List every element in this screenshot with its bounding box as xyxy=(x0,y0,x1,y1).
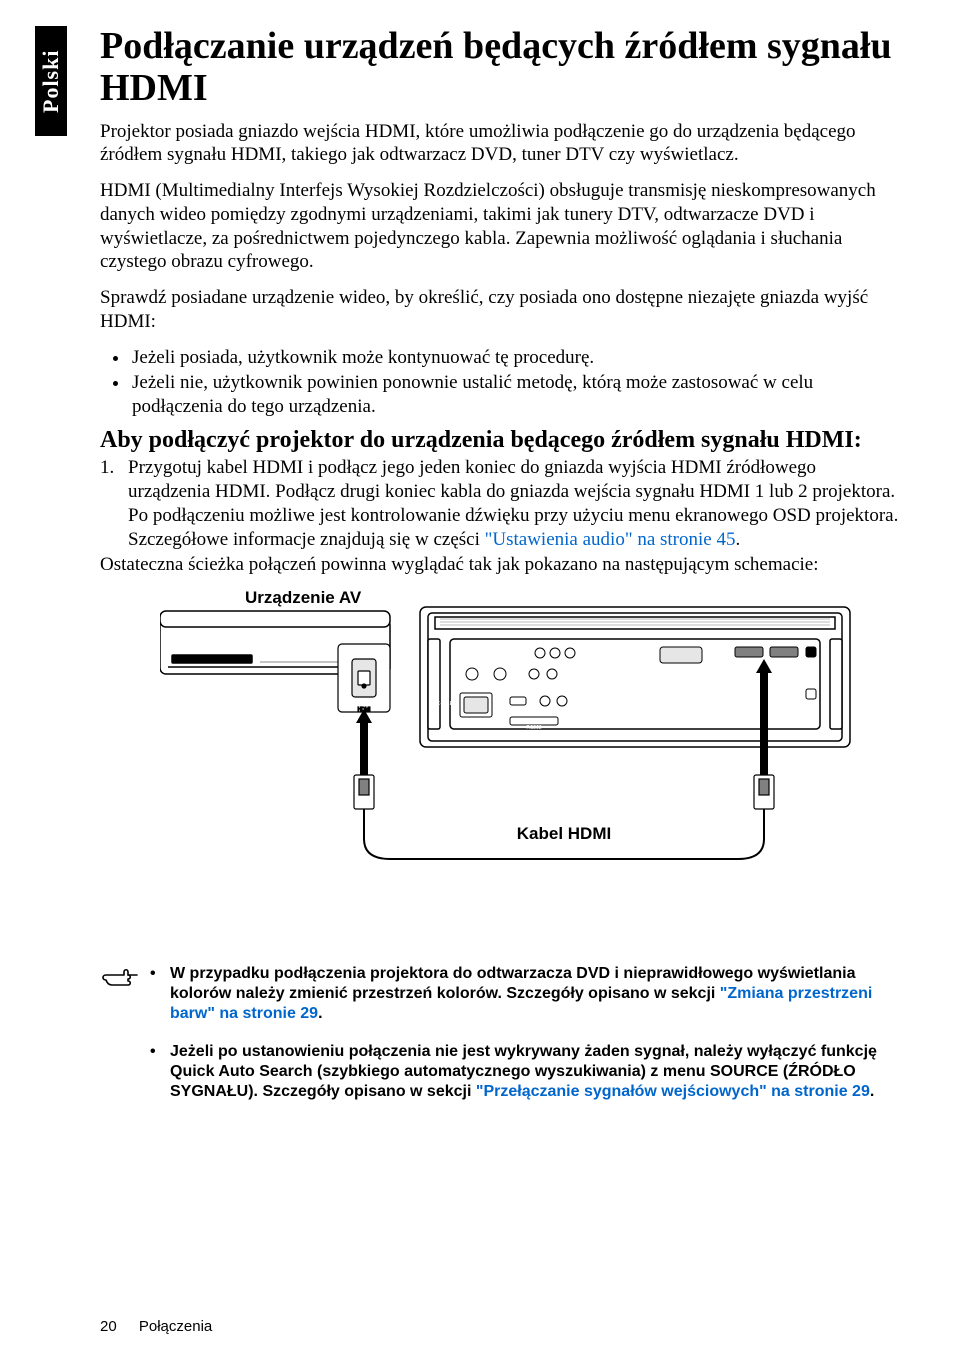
projector-rear-panel-icon: COMPONENT COMPUTER PC HDMI 1 HDMI 2 xyxy=(420,607,850,747)
link-audio-settings[interactable]: "Ustawienia audio" na stronie 45 xyxy=(485,529,736,550)
diagram-svg: Urządzenie AV HDMI xyxy=(160,589,860,899)
hdmi-cable-icon: HDMI HDMI xyxy=(354,775,774,859)
intro-paragraph-3: Sprawdź posiadane urządzenie wideo, by o… xyxy=(100,286,900,334)
port-label-ir: IR xyxy=(809,663,814,669)
port-label-component: COMPONENT xyxy=(539,641,572,647)
port-label-usb: USB xyxy=(513,709,524,715)
port-label-acinlet: AC-INLET xyxy=(433,701,456,707)
port-label-rs232: RS232 xyxy=(526,725,542,731)
heading-connect: Aby podłączyć projektor do urządzenia bę… xyxy=(100,427,900,455)
notes-block: W przypadku podłączenia projektora do od… xyxy=(100,964,900,1120)
intro-paragraph-2: HDMI (Multimedialny Interfejs Wysokiej R… xyxy=(100,179,900,274)
connection-diagram: Urządzenie AV HDMI xyxy=(160,589,860,904)
page: Polski Podłączanie urządzeń będących źró… xyxy=(0,0,960,1361)
schematic-intro: Ostateczna ścieżka połączeń powinna wygl… xyxy=(100,553,900,577)
step-text-b: . xyxy=(735,529,740,550)
page-footer: 20 Połączenia xyxy=(100,1318,212,1335)
step-text: Przygotuj kabel HDMI i podłącz jego jede… xyxy=(128,456,900,551)
note-item: W przypadku podłączenia projektora do od… xyxy=(150,964,900,1024)
port-label-pc: PC xyxy=(678,671,685,677)
note-text-post: . xyxy=(318,1005,322,1022)
link-input-switching[interactable]: "Przełączanie sygnałów wejściowych" na s… xyxy=(476,1083,870,1100)
page-number: 20 xyxy=(100,1318,117,1335)
connector-label-hdmi-right: HDMI xyxy=(758,801,771,807)
port-label-svideo: S-VIDEO xyxy=(462,663,483,669)
label-av-device: Urządzenie AV xyxy=(245,589,362,607)
note-item: Jeżeli po ustanowieniu połączenia nie je… xyxy=(150,1042,900,1102)
port-label-hdmi1: HDMI 1 xyxy=(741,663,758,669)
port-label-12v: 12V TRIGGER OUT xyxy=(535,688,571,693)
note-text-post: . xyxy=(870,1083,874,1100)
bullet-item: Jeżeli nie, użytkownik powinien ponownie… xyxy=(130,371,900,419)
check-bullets: Jeżeli posiada, użytkownik może kontynuo… xyxy=(100,346,900,419)
step-1: 1. Przygotuj kabel HDMI i podłącz jego j… xyxy=(100,456,900,551)
bullet-item: Jeżeli posiada, użytkownik może kontynuo… xyxy=(130,346,900,370)
heading-main: Podłączanie urządzeń będących źródłem sy… xyxy=(100,26,900,110)
connector-label-hdmi-left: HDMI xyxy=(358,801,371,807)
section-name: Połączenia xyxy=(139,1318,212,1335)
av-hdmi-port-callout: HDMI xyxy=(338,644,390,713)
intro-paragraph-1: Projektor posiada gniazdo wejścia HDMI, … xyxy=(100,120,900,168)
port-label-lock: LOCK xyxy=(804,705,818,711)
hand-pointer-icon xyxy=(100,966,140,994)
label-hdmi-cable: Kabel HDMI xyxy=(517,824,611,843)
port-label-hdmi2: HDMI 2 xyxy=(776,663,793,669)
language-side-tab: Polski xyxy=(35,26,67,136)
port-label-video: VIDEO xyxy=(492,663,508,669)
port-label-audio: L-AUDIO-R xyxy=(530,663,556,669)
step-number: 1. xyxy=(100,456,128,551)
